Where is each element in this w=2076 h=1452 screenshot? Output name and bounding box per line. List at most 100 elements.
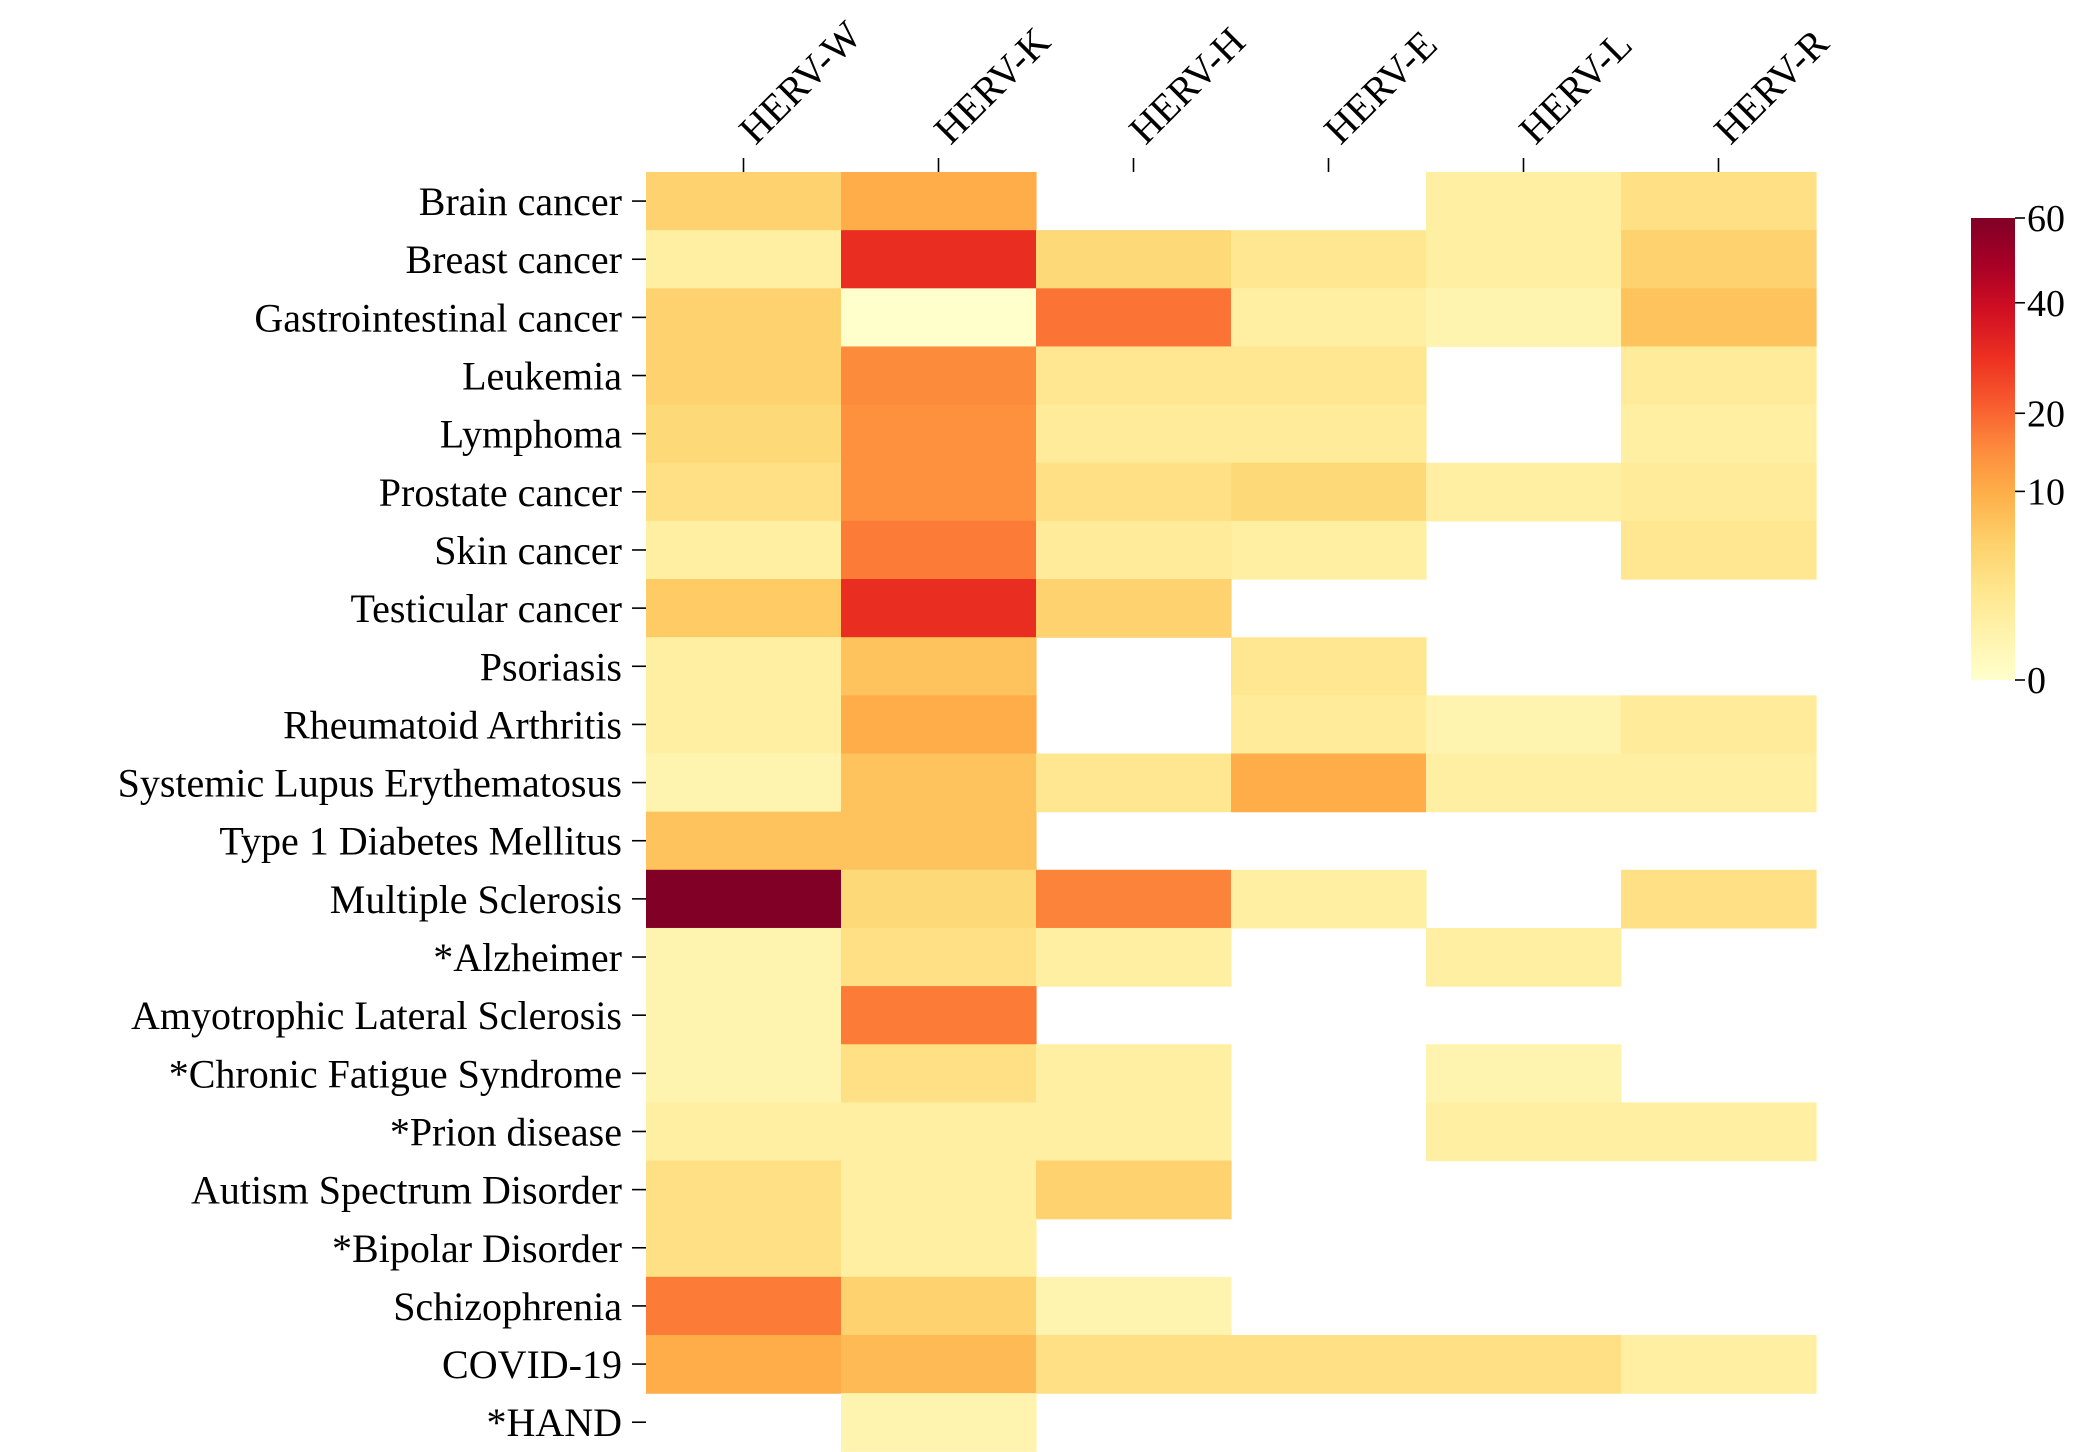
heatmap-cell — [841, 986, 1037, 1045]
heatmap-cell — [1036, 1335, 1232, 1394]
heatmap-cell — [841, 520, 1037, 580]
heatmap-cell — [1231, 520, 1427, 580]
heatmap-cell — [1036, 520, 1232, 580]
heatmap-cell — [841, 811, 1037, 871]
colorbar-tick-label: 0 — [2027, 660, 2046, 702]
heatmap-cell — [1036, 462, 1232, 522]
heatmap-cell — [646, 927, 842, 987]
row-label: *Prion disease — [390, 1109, 622, 1154]
heatmap-cell — [1036, 346, 1232, 406]
heatmap-cell — [1426, 927, 1622, 987]
row-label: Lymphoma — [440, 412, 622, 457]
heatmap-cell — [841, 695, 1037, 755]
row-label: Gastrointestinal cancer — [254, 295, 622, 340]
row-label: Testicular cancer — [351, 586, 622, 631]
heatmap-cell — [841, 172, 1037, 231]
heatmap-cell — [1621, 1335, 1817, 1394]
heatmap-cell — [1426, 462, 1622, 522]
heatmap-cell — [1036, 579, 1232, 638]
column-label: HERV-W — [730, 12, 870, 152]
heatmap-cell — [646, 986, 842, 1045]
heatmap-cell — [1426, 172, 1622, 231]
heatmap-cell — [646, 404, 842, 464]
heatmap-cell — [841, 1044, 1037, 1103]
heatmap-cell — [1621, 1102, 1817, 1162]
heatmap-cell — [1231, 462, 1427, 522]
heatmap-cell — [1036, 404, 1232, 464]
row-label: Schizophrenia — [393, 1284, 622, 1329]
heatmap-cell — [841, 346, 1037, 406]
column-label: HERV-H — [1120, 19, 1254, 153]
colorbar-ticks: 0 10 20 40 60 — [2015, 198, 2065, 702]
heatmap-cell — [841, 462, 1037, 522]
heatmap-cell — [1036, 869, 1232, 929]
heatmap-cell — [1621, 230, 1817, 289]
heatmap-cell — [841, 1335, 1037, 1394]
heatmap-cell — [1426, 1335, 1622, 1394]
colorbar-tick-label: 40 — [2027, 283, 2065, 325]
heatmap-cell — [1036, 230, 1232, 289]
heatmap-cell — [646, 1044, 842, 1103]
row-label: Prostate cancer — [379, 470, 622, 515]
row-label: Systemic Lupus Erythematosus — [118, 761, 622, 806]
heatmap-cell — [1621, 869, 1817, 929]
row-label: Psoriasis — [480, 644, 622, 689]
heatmap-cell — [646, 1335, 842, 1394]
colorbar-tick-label: 60 — [2027, 198, 2065, 240]
row-label: *Alzheimer — [433, 935, 622, 980]
heatmap-cell — [841, 869, 1037, 929]
row-label: *HAND — [486, 1400, 622, 1445]
row-label: *Bipolar Disorder — [332, 1226, 622, 1271]
heatmap-cell — [1426, 753, 1622, 813]
row-label: Breast cancer — [405, 237, 622, 282]
heatmap-cell — [646, 172, 842, 231]
heatmap-cell — [646, 637, 842, 696]
heatmap-cell — [1426, 1102, 1622, 1162]
heatmap-cell — [1426, 288, 1622, 348]
heatmap-cell — [646, 869, 842, 929]
heatmap-cell — [646, 1276, 842, 1336]
row-label: Brain cancer — [419, 179, 622, 224]
heatmap-cell — [841, 579, 1037, 638]
heatmap-cell — [646, 346, 842, 406]
heatmap-cell — [841, 1218, 1037, 1278]
heatmap-cell — [1426, 695, 1622, 755]
heatmap-cell — [1426, 1044, 1622, 1103]
heatmap-cell — [1621, 288, 1817, 348]
heatmap-cell — [1036, 288, 1232, 348]
heatmap-cell — [1231, 753, 1427, 813]
heatmap-cell — [1036, 1044, 1232, 1103]
row-label: *Chronic Fatigue Syndrome — [169, 1051, 622, 1096]
heatmap-cell — [841, 1102, 1037, 1162]
heatmap-cell — [1231, 346, 1427, 406]
heatmap-cell — [1231, 404, 1427, 464]
row-label: Rheumatoid Arthritis — [283, 702, 622, 747]
heatmap-cell — [1036, 1160, 1232, 1220]
heatmap-cell — [1621, 753, 1817, 813]
column-labels: HERV-W HERV-K HERV-H HERV-E HERV-L HERV-R — [730, 12, 1838, 172]
heatmap-cell — [646, 1160, 842, 1220]
heatmap-cell — [841, 404, 1037, 464]
row-label: Autism Spectrum Disorder — [191, 1168, 622, 1213]
colorbar-tick-label: 10 — [2027, 471, 2065, 513]
heatmap-cell — [1036, 1276, 1232, 1336]
column-label: HERV-K — [925, 18, 1059, 152]
heatmap-cell — [646, 462, 842, 522]
heatmap-cell — [1621, 172, 1817, 231]
heatmap-cell — [841, 1276, 1037, 1336]
heatmap-cell — [1231, 288, 1427, 348]
heatmap-cell — [841, 1160, 1037, 1220]
heatmap-cell — [646, 753, 842, 813]
heatmap-cell — [1036, 1102, 1232, 1162]
column-label: HERV-R — [1705, 20, 1837, 152]
colorbar: 0 10 20 40 60 — [1971, 198, 2065, 702]
row-label: Leukemia — [462, 354, 622, 399]
row-labels: Brain cancer Breast cancer Gastrointestina… — [118, 179, 646, 1445]
column-label: HERV-E — [1315, 22, 1446, 153]
heatmap-cell — [1231, 230, 1427, 289]
heatmap-cell — [841, 288, 1037, 348]
heatmap-cell — [841, 753, 1037, 813]
heatmap-cell — [1231, 869, 1427, 929]
row-label: COVID-19 — [442, 1342, 622, 1387]
